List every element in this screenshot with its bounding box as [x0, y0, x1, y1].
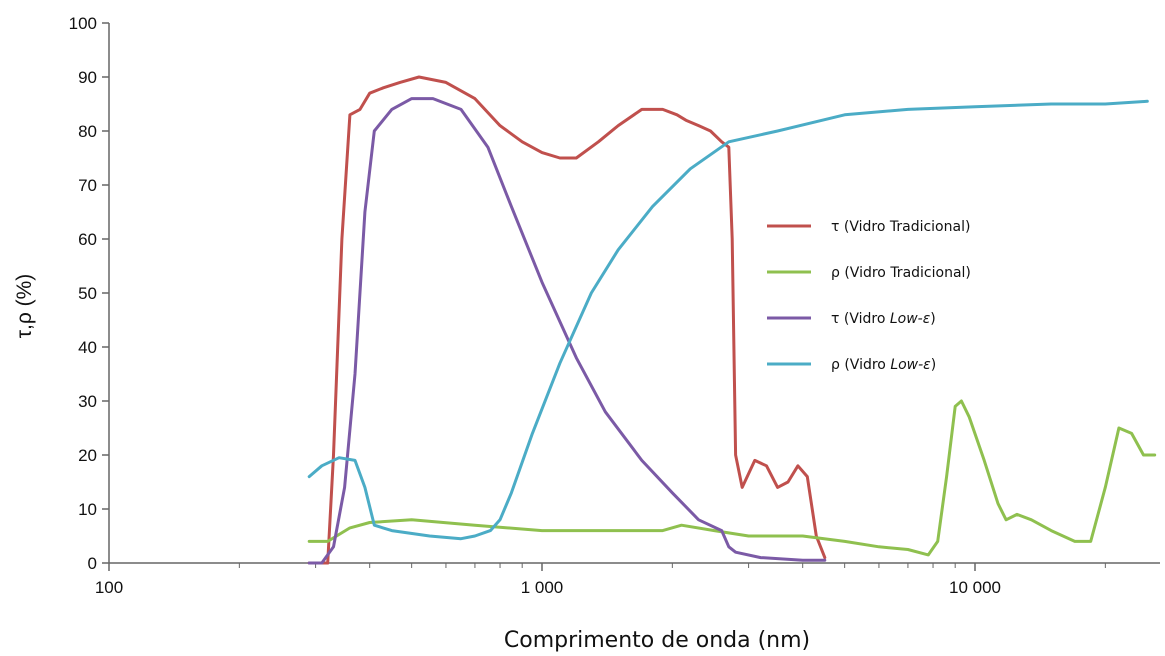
x-ticks: 100 1 000 10 000: [95, 563, 1106, 597]
y-tick-label: 80: [78, 122, 97, 141]
legend-label: ρ (Vidro Low-ε): [831, 357, 936, 373]
y-tick-label: 90: [78, 68, 97, 87]
legend-label: τ (Vidro Low-ε): [831, 311, 936, 327]
legend-label-text: τ (Vidro: [831, 311, 890, 327]
y-axis: 0 10 20 30 40 50 60 70 80 90 100: [69, 14, 110, 573]
y-tick-label: 60: [78, 230, 97, 249]
x-axis: 100 1 000 10 000: [95, 562, 1160, 597]
y-ticks: 0 10 20 30 40 50 60 70 80 90 100: [69, 14, 109, 573]
y-axis-label: τ,ρ (%): [13, 274, 36, 339]
y-tick-label: 20: [78, 446, 97, 465]
legend-label: τ (Vidro Tradicional): [831, 219, 970, 235]
legend-label-italic: Low-ε: [890, 311, 931, 327]
x-tick-label: 100: [95, 578, 123, 597]
legend-label-text: ρ (Vidro: [831, 265, 890, 281]
series-line-1: [307, 399, 1157, 557]
y-tick-label: 0: [88, 554, 97, 573]
y-tick-label: 30: [78, 392, 97, 411]
legend: τ (Vidro Tradicional)ρ (Vidro Tradiciona…: [767, 219, 971, 373]
legend-label-tail: Tradicional): [889, 219, 971, 235]
legend-label-tail: ): [930, 311, 935, 327]
legend-label-text: ρ (Vidro: [831, 357, 890, 373]
series-line-0: [307, 75, 827, 565]
y-tick-label: 10: [78, 500, 97, 519]
x-tick-label: 10 000: [949, 578, 1001, 597]
y-tick-label: 70: [78, 176, 97, 195]
x-axis-label: Comprimento de onda (nm): [504, 628, 810, 653]
y-tick-label: 40: [78, 338, 97, 357]
series-group: [307, 75, 1157, 565]
y-tick-label: 50: [78, 284, 97, 303]
legend-label-text: τ (Vidro: [831, 219, 890, 235]
legend-label-tail: Tradicional): [889, 265, 971, 281]
x-tick-label: 1 000: [521, 578, 564, 597]
series-line-2: [307, 97, 827, 565]
legend-label-italic: Low-ε: [890, 357, 931, 373]
series-line-3: [307, 99, 1149, 541]
y-tick-label: 100: [69, 14, 97, 33]
legend-label-tail: ): [931, 357, 936, 373]
legend-label: ρ (Vidro Tradicional): [831, 265, 971, 281]
